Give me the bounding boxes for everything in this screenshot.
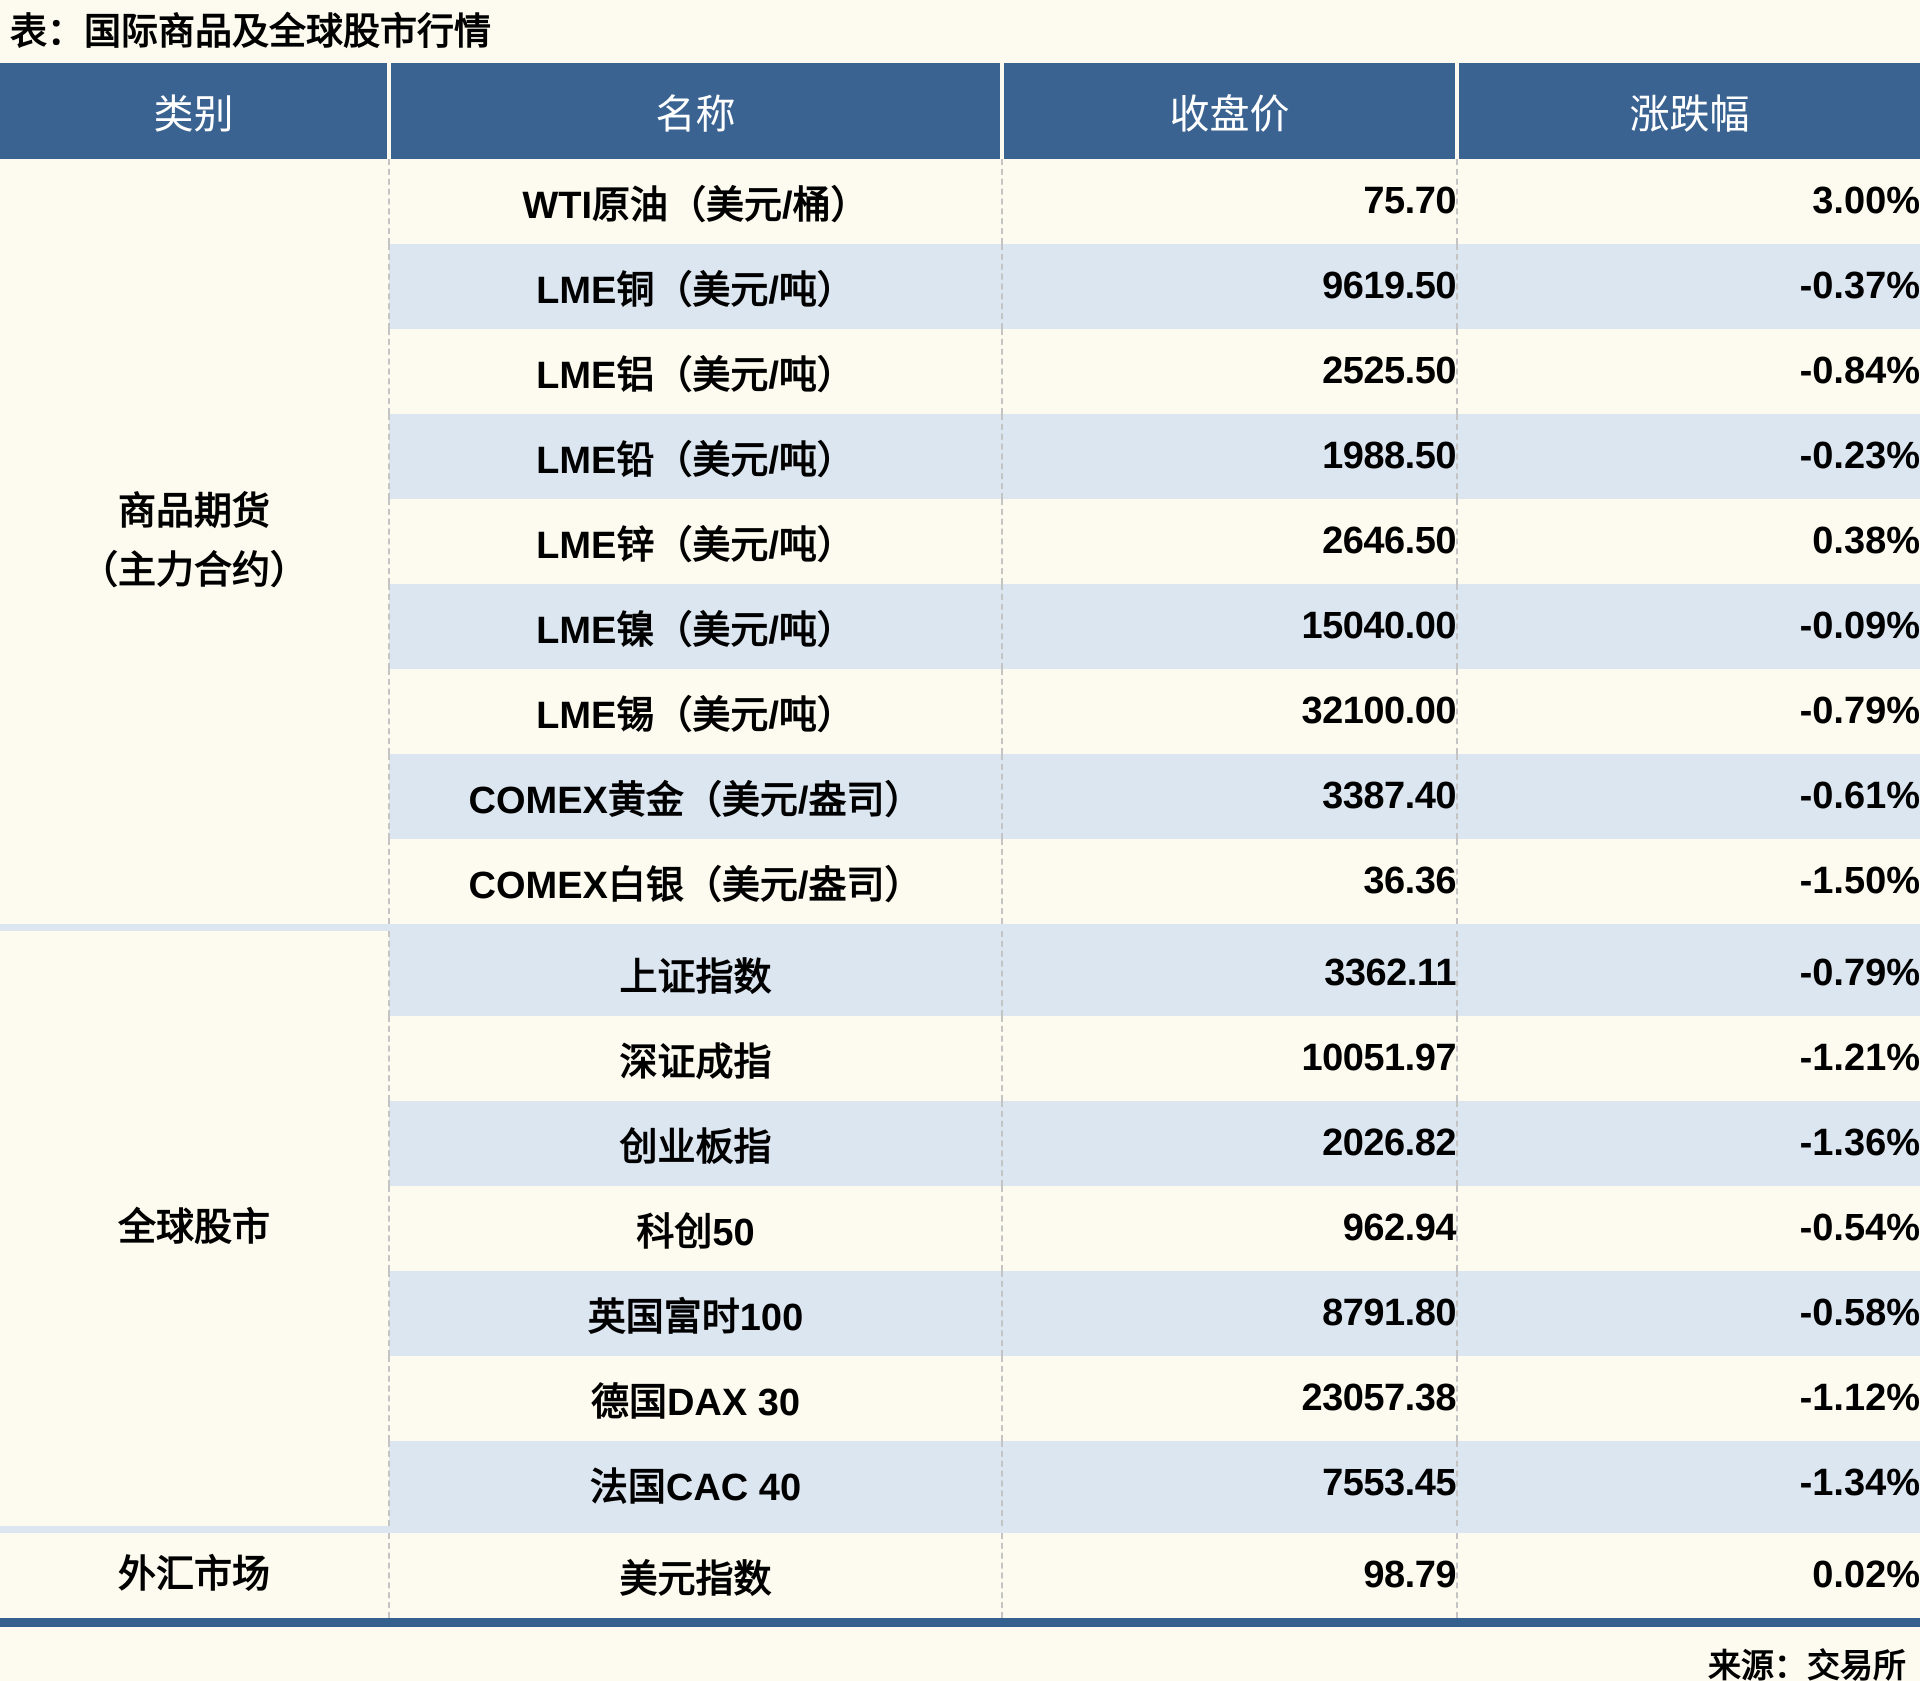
close-cell: 1988.50 [1001, 414, 1457, 499]
table-row: 外汇市场 美元指数 98.79 0.02% [0, 1533, 1920, 1618]
table-row: 商品期货 （主力合约） WTI原油（美元/桶） 75.70 3.00% [0, 159, 1920, 592]
name-cell: 美元指数 [388, 1533, 1002, 1618]
change-cell: -0.79% [1456, 931, 1920, 1016]
name-cell: 深证成指 [388, 1016, 1002, 1101]
page: 表：国际商品及全球股市行情 类别 名称 收盘价 涨跌幅 商品期货 （主力合约） … [0, 8, 1920, 1681]
close-cell: 10051.97 [1001, 1016, 1457, 1101]
close-cell: 36.36 [1001, 839, 1457, 924]
table-row: COMEX白银（美元/盎司） 36.36 -1.50% [0, 839, 1920, 924]
section-separator-band [0, 924, 1920, 931]
change-cell: -0.84% [1456, 329, 1920, 414]
close-cell: 32100.00 [1001, 669, 1457, 754]
table-row: 科创50 962.94 -0.54% [0, 1186, 1920, 1271]
table-row: 深证成指 10051.97 -1.21% [0, 1016, 1920, 1101]
close-cell: 3362.11 [1001, 931, 1457, 1016]
name-cell: LME铅（美元/吨） [388, 414, 1002, 499]
close-cell: 23057.38 [1001, 1356, 1457, 1441]
table-row: 全球股市 上证指数 3362.11 -0.79% [0, 931, 1920, 1249]
close-cell: 98.79 [1001, 1533, 1457, 1618]
change-cell: -0.09% [1456, 584, 1920, 669]
close-cell: 9619.50 [1001, 244, 1457, 329]
table-title: 表：国际商品及全球股市行情 [10, 11, 491, 52]
close-cell: 962.94 [1001, 1186, 1457, 1271]
close-cell: 8791.80 [1001, 1271, 1457, 1356]
name-cell: 上证指数 [388, 931, 1002, 1016]
column-header-close: 收盘价 [1000, 63, 1457, 159]
table-row: LME锡（美元/吨） 32100.00 -0.79% [0, 669, 1920, 754]
name-cell: LME铝（美元/吨） [388, 329, 1002, 414]
bottom-border-bar [0, 1618, 1920, 1627]
name-cell: LME铜（美元/吨） [388, 244, 1002, 329]
table-row: 英国富时100 8791.80 -0.58% [0, 1271, 1920, 1356]
change-cell: -0.79% [1456, 669, 1920, 754]
section-separator [0, 1526, 1920, 1533]
table-row: LME铜（美元/吨） 9619.50 -0.37% [0, 244, 1920, 329]
category-cell-forex: 外汇市场 [117, 1554, 270, 1597]
table-header: 类别 名称 收盘价 涨跌幅 [0, 63, 1920, 159]
table-row: LME镍（美元/吨） 15040.00 -0.09% [0, 584, 1920, 669]
close-cell: 75.70 [1001, 159, 1457, 244]
close-cell: 7553.45 [1001, 1441, 1457, 1526]
name-cell: 科创50 [388, 1186, 1002, 1271]
table-row: LME铝（美元/吨） 2525.50 -0.84% [0, 329, 1920, 414]
source-note: 来源：交易所 [1708, 1647, 1906, 1681]
name-cell: LME锌（美元/吨） [388, 499, 1002, 584]
column-header-category: 类别 [0, 63, 389, 159]
change-cell: 3.00% [1456, 159, 1920, 244]
name-cell: 德国DAX 30 [388, 1356, 1002, 1441]
change-cell: -1.36% [1456, 1101, 1920, 1186]
table-row: LME锌（美元/吨） 2646.50 0.38% [0, 499, 1920, 584]
quotes-table: 类别 名称 收盘价 涨跌幅 商品期货 （主力合约） WTI原油（美元/桶） 75… [0, 63, 1920, 1618]
close-cell: 15040.00 [1001, 584, 1457, 669]
close-cell: 3387.40 [1001, 754, 1457, 839]
change-cell: -1.34% [1456, 1441, 1920, 1526]
name-cell: LME镍（美元/吨） [388, 584, 1002, 669]
table-row: LME铅（美元/吨） 1988.50 -0.23% [0, 414, 1920, 499]
change-cell: -1.50% [1456, 839, 1920, 924]
category-cell-commodity-futures: 商品期货 （主力合约） [79, 490, 308, 592]
table-row: 创业板指 2026.82 -1.36% [0, 1101, 1920, 1186]
name-cell: COMEX黄金（美元/盎司） [388, 754, 1002, 839]
change-cell: -0.58% [1456, 1271, 1920, 1356]
column-header-change: 涨跌幅 [1455, 63, 1920, 159]
table-row: 德国DAX 30 23057.38 -1.12% [0, 1356, 1920, 1441]
section-separator-band [0, 1526, 1920, 1533]
change-cell: 0.38% [1456, 499, 1920, 584]
close-cell: 2525.50 [1001, 329, 1457, 414]
name-cell: 法国CAC 40 [388, 1441, 1002, 1526]
name-cell: COMEX白银（美元/盎司） [388, 839, 1002, 924]
category-cell-global-stocks: 全球股市 [117, 1207, 270, 1250]
change-cell: -1.21% [1456, 1016, 1920, 1101]
table-row: COMEX黄金（美元/盎司） 3387.40 -0.61% [0, 754, 1920, 839]
section-separator [0, 924, 1920, 931]
change-cell: -1.12% [1456, 1356, 1920, 1441]
name-cell: 创业板指 [388, 1101, 1002, 1186]
change-cell: -0.37% [1456, 244, 1920, 329]
change-cell: -0.23% [1456, 414, 1920, 499]
change-cell: 0.02% [1456, 1533, 1920, 1618]
name-cell: 英国富时100 [388, 1271, 1002, 1356]
name-cell: LME锡（美元/吨） [388, 669, 1002, 754]
close-cell: 2646.50 [1001, 499, 1457, 584]
close-cell: 2026.82 [1001, 1101, 1457, 1186]
name-cell: WTI原油（美元/桶） [388, 159, 1002, 244]
change-cell: -0.54% [1456, 1186, 1920, 1271]
header-row: 类别 名称 收盘价 涨跌幅 [0, 63, 1920, 159]
column-header-name: 名称 [387, 63, 1002, 159]
table-row: 法国CAC 40 7553.45 -1.34% [0, 1441, 1920, 1526]
change-cell: -0.61% [1456, 754, 1920, 839]
